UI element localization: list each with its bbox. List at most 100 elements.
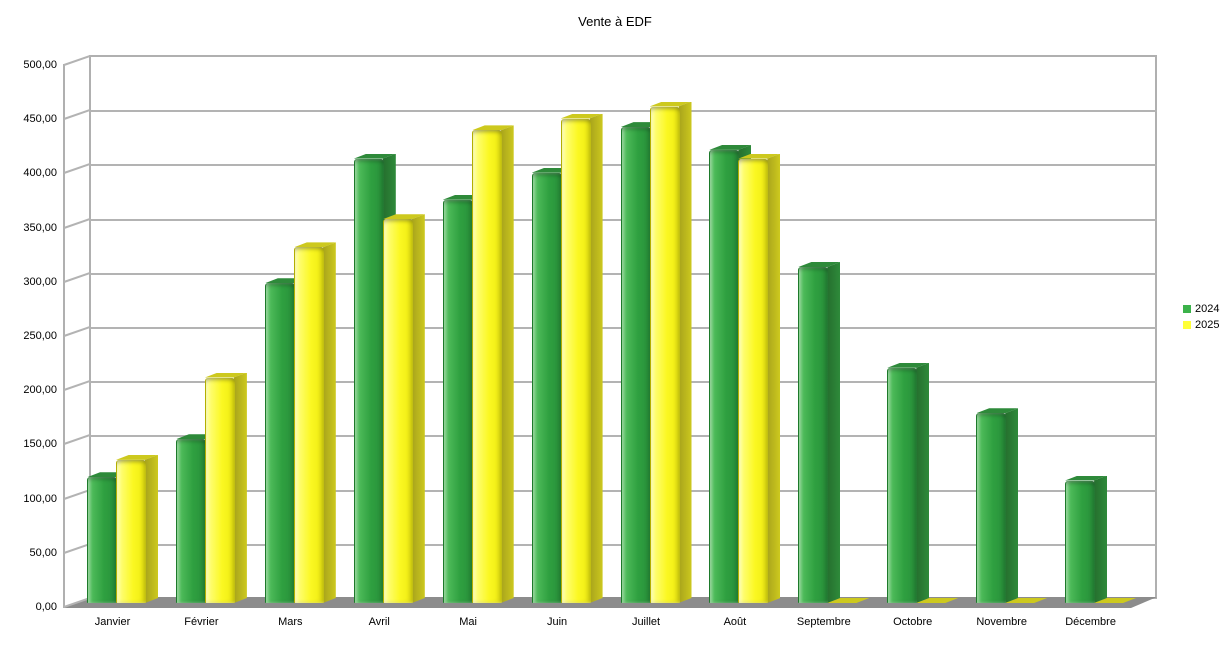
bar-2025-octobre: [916, 598, 959, 603]
bar-cap: [531, 167, 574, 173]
bar-front: [887, 367, 918, 603]
bar-side: [145, 455, 158, 603]
bar-cap: [649, 101, 692, 107]
bar-side: [590, 114, 603, 604]
bar-side: [916, 363, 929, 603]
bar-cap: [1065, 475, 1108, 481]
bar-cap: [175, 434, 218, 440]
y-axis-label-100: 100,00: [23, 492, 57, 505]
gridline-450: [90, 110, 1157, 113]
bar-cap: [916, 598, 959, 603]
y-tick-200: [63, 380, 91, 392]
bar-cap: [620, 122, 663, 128]
bar-front: [204, 377, 235, 603]
chart-floor: [64, 597, 1157, 608]
bar-cap: [442, 194, 485, 200]
bar-front: [116, 459, 146, 603]
bar-cap: [709, 144, 752, 150]
bar-cap: [827, 598, 870, 603]
bar-2024-novembre: [976, 408, 1019, 603]
bar-2025-mai: [471, 125, 514, 603]
bar-front: [353, 158, 384, 603]
y-axis-label-300: 300,00: [23, 275, 57, 288]
bar-2025-novembre: [1005, 598, 1048, 603]
bar-cap: [976, 408, 1019, 414]
y-axis-label-250: 250,00: [23, 330, 57, 342]
x-axis-label-mai: Mai: [459, 616, 477, 628]
legend-label-2024: 2024: [1195, 303, 1220, 315]
bar-cap: [887, 362, 930, 368]
bar-2024-decembre: [1065, 475, 1108, 604]
y-tick-350: [63, 217, 91, 229]
bar-front: [560, 118, 591, 603]
bar-2025-aout: [738, 153, 781, 603]
bar-2025-janvier: [116, 454, 158, 603]
bar-side: [827, 262, 840, 603]
y-axis-label-150: 150,00: [23, 438, 57, 451]
bar-front: [531, 172, 562, 603]
chart-title: Vente à EDF: [578, 14, 652, 29]
x-axis-label-juillet: Juillet: [631, 616, 661, 628]
bar-cap: [1005, 598, 1048, 603]
bar-side: [679, 102, 692, 604]
back-wall-top-edge: [90, 55, 1157, 57]
bar-2025-septembre: [827, 598, 870, 603]
bar-2025-mars: [293, 242, 336, 603]
legend-item-2024: 2024: [1183, 301, 1219, 317]
bar-side: [234, 373, 247, 604]
bar-cap: [471, 125, 514, 131]
y-tick-450: [63, 109, 91, 121]
bar-front: [738, 158, 769, 603]
back-wall-right-edge: [1155, 55, 1157, 598]
y-tick-500: [63, 54, 91, 66]
bar-front: [976, 413, 1007, 603]
bar-cap: [87, 472, 129, 478]
y-axis-label-400: 400,00: [23, 167, 57, 180]
bar-cap: [293, 242, 336, 248]
bar-2025-decembre: [1094, 598, 1137, 603]
bar-side: [323, 242, 336, 603]
y-axis-label-350: 350,00: [23, 221, 57, 234]
bar-side: [412, 214, 425, 603]
bar-cap: [798, 262, 841, 267]
bar-front: [649, 106, 680, 603]
y-axis-label-50: 50,00: [29, 546, 57, 559]
x-axis-label-octobre: Octobre: [893, 616, 933, 628]
x-axis-label-fevrier: Février: [184, 616, 219, 628]
y-axis-label-450: 450,00: [23, 113, 57, 126]
bar-2025-juillet: [649, 101, 692, 604]
bar-front: [382, 219, 413, 603]
legend-swatch-2024: [1183, 305, 1191, 313]
legend-swatch-2025: [1183, 321, 1191, 329]
bar-side: [1094, 476, 1107, 604]
bar-side: [767, 154, 780, 603]
y-tick-250: [63, 325, 91, 337]
x-axis-label-aout: Août: [723, 616, 747, 628]
x-axis-label-mars: Mars: [278, 616, 303, 628]
y-tick-300: [63, 271, 91, 283]
bar-front: [1065, 480, 1096, 603]
bar-front: [798, 267, 829, 603]
legend-item-2025: 2025: [1183, 317, 1219, 333]
bar-cap: [738, 153, 781, 159]
x-axis-label-avril: Avril: [368, 616, 390, 628]
y-tick-400: [63, 163, 91, 175]
bar-cap: [204, 372, 247, 378]
bar-cap: [382, 214, 425, 220]
x-axis-label-juin: Juin: [547, 616, 568, 628]
bar-2024-octobre: [887, 362, 930, 603]
bar-cap: [264, 278, 307, 284]
bar-2024-septembre: [798, 262, 841, 603]
chart-legend: 2024 2025: [1183, 301, 1219, 333]
bar-front: [293, 247, 324, 603]
x-axis-label-janvier: Janvier: [94, 616, 131, 628]
bar-2025-avril: [382, 214, 425, 603]
bar-side: [501, 125, 514, 603]
bar-front: [87, 477, 117, 603]
bar-cap: [1094, 598, 1137, 603]
bar-cap: [353, 153, 396, 159]
y-axis-label-200: 200,00: [23, 384, 57, 397]
bar-front: [620, 127, 651, 603]
bar-side: [1005, 408, 1018, 603]
y-axis-label-0: 0,00: [35, 601, 57, 613]
